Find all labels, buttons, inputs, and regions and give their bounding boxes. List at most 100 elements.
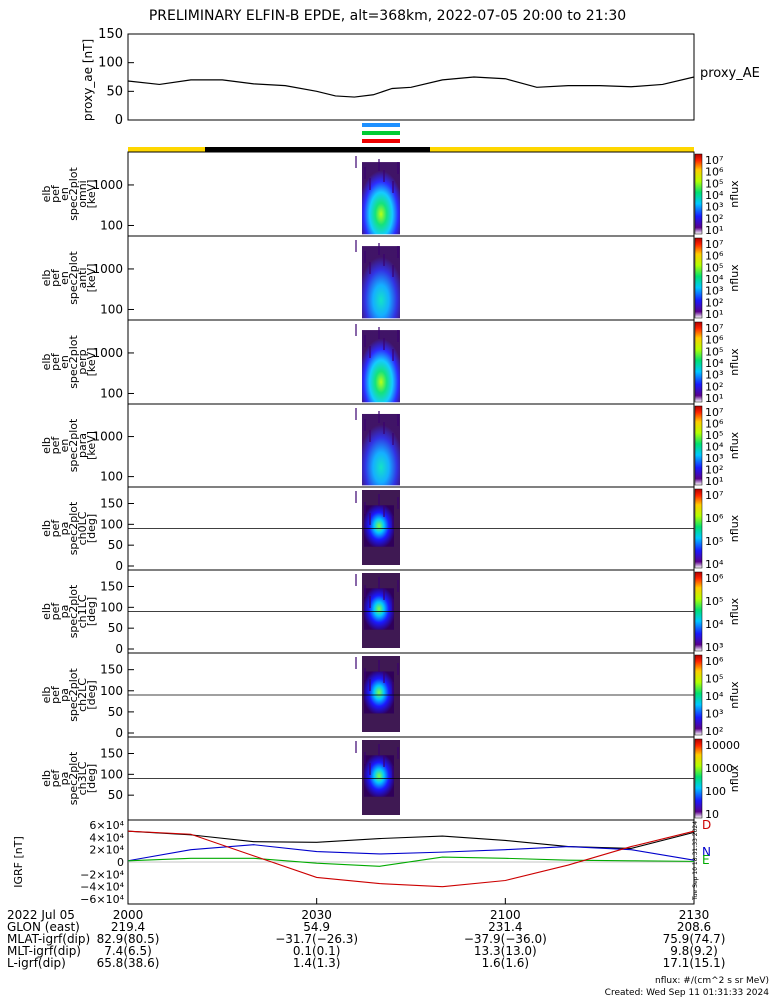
panel-ylabel-word: spec2plot [67, 167, 80, 221]
panel-ylabel-word: pef [49, 352, 62, 371]
ephem-value: 2130 [679, 908, 710, 922]
panel-ytick: 50 [108, 788, 123, 802]
plot-title: PRELIMINARY ELFIN-B EPDE, alt=368km, 202… [148, 8, 627, 24]
colorbar-label: nflux [728, 681, 741, 709]
colorbar-tick: 10¹ [705, 475, 723, 488]
igrf-ytick: 6×10⁴ [89, 819, 124, 832]
colorbar-tick: 10³ [705, 641, 723, 654]
proxy-ae-legend: proxy_AE [700, 66, 760, 81]
colorbar-tick: 10⁶ [705, 572, 724, 585]
panel-ylabel-word: perp [76, 349, 89, 374]
panel-ylabel-word: omni [76, 180, 89, 207]
bar-green [362, 131, 400, 135]
ephem-value: −31.7(−26.3) [275, 932, 358, 946]
panel-frame [127, 151, 695, 237]
igrf-ylabel: IGRF [nT] [12, 836, 25, 888]
panel-ylabel-word: pef [49, 519, 62, 538]
igrf-legend-item: N [702, 845, 711, 859]
panel-ylabel-word: en [58, 187, 71, 201]
spectrogram-blob [364, 671, 394, 714]
colorbar-label: nflux [728, 431, 741, 459]
igrf-series-red [127, 830, 695, 888]
ephem-value: 231.4 [488, 920, 522, 934]
panel-ytick: 150 [100, 497, 123, 511]
colorbar-tick: 10⁶ [705, 166, 724, 179]
side-stamp: Tue Sep 10 18:31:33 2024 [692, 821, 699, 901]
colorbar-tick: 10⁵ [705, 345, 723, 358]
colorbar-tick: 10⁵ [705, 177, 723, 190]
ephem-value: 2000 [113, 908, 144, 922]
panel-ylabel-word: pef [49, 685, 62, 704]
igrf-series-blue [127, 844, 695, 862]
igrf-ytick: −2×10⁴ [80, 868, 124, 881]
igrf-legend-item: E [702, 853, 710, 867]
colorbar-tick: 10⁶ [705, 512, 724, 525]
ephem-value: 82.9(80.5) [97, 932, 160, 946]
igrf-ytick: −6×10⁴ [80, 893, 124, 906]
colorbar-tick: 10⁴ [705, 189, 724, 202]
ephem-value: 9.8(9.2) [670, 944, 718, 958]
colorbar [694, 488, 703, 569]
colorbar [694, 654, 703, 736]
panel-ytick: 0 [115, 642, 123, 656]
footer-created: Created: Wed Sep 11 01:31:33 2024 [604, 988, 769, 998]
colorbar-tick: 10⁴ [705, 618, 724, 631]
colorbar-tick: 10⁴ [705, 558, 724, 571]
panel-ylabel-word: spec2plot [67, 251, 80, 305]
panel-ytick: 100 [100, 767, 123, 781]
colorbar-tick: 10² [705, 212, 723, 225]
panel-ylabel-word: pa [58, 605, 71, 619]
colorbar [694, 738, 703, 819]
ephem-value: 7.4(6.5) [104, 944, 152, 958]
colorbar-tick: 10¹ [705, 224, 723, 237]
colorbar-label: nflux [728, 597, 741, 625]
ephem-value: 65.8(38.6) [97, 956, 160, 970]
panel-ylabel-word: [keV] [85, 180, 98, 209]
panel-ytick: 0 [115, 559, 123, 573]
colorbar-tick: 10000 [705, 739, 740, 752]
colorbar-tick: 100 [705, 785, 726, 798]
spectrogram-blob [362, 246, 400, 319]
panel-ylabel-word: spec2plot [67, 335, 80, 389]
colorbar [694, 237, 703, 319]
colorbar-tick: 10² [705, 296, 723, 309]
panel-ytick: 50 [108, 538, 123, 552]
colorbar-label: nflux [728, 180, 741, 208]
panel-ylabel-word: ch1LC [76, 594, 89, 628]
panel-ylabel-word: spec2plot [67, 584, 80, 638]
panel-ytick: 150 [100, 747, 123, 761]
ephem-value: 208.6 [677, 920, 711, 934]
panel-ylabel-word: [deg] [85, 764, 98, 793]
panel-frame [127, 403, 695, 488]
igrf-ytick: −4×10⁴ [80, 881, 124, 894]
panel-ylabel-word: [deg] [85, 597, 98, 626]
panel-ytick: 100 [100, 600, 123, 614]
panel-ylabel-word: ch2LC [76, 678, 89, 712]
colorbar-tick: 10⁶ [705, 250, 724, 263]
panel-ylabel-word: ch0LC [76, 511, 89, 545]
colorbar-tick: 10⁶ [705, 418, 724, 431]
panel-ytick: 1000 [92, 430, 123, 444]
colorbar-tick: 10³ [705, 452, 723, 465]
panel-ylabel-word: pa [58, 688, 71, 702]
colorbar-label: nflux [728, 514, 741, 542]
ephem-value: 17.1(15.1) [663, 956, 726, 970]
panel-ytick: 100 [100, 386, 123, 400]
colorbar [694, 153, 703, 235]
colorbar-tick: 10¹ [705, 392, 723, 405]
ephem-value: 0.1(0.1) [293, 944, 341, 958]
proxy-ae-frame [127, 33, 695, 121]
colorbar-tick: 10² [705, 380, 723, 393]
panel-ytick: 100 [100, 218, 123, 232]
spectrogram-blob [364, 755, 394, 797]
ephem-row-label: MLAT-igrf(dip) [7, 932, 90, 946]
ephem-value: 54.9 [303, 920, 330, 934]
panel-ylabel-word: spec2plot [67, 751, 80, 805]
proxy-ae-ytick: 150 [98, 27, 123, 42]
colorbar-tick: 10⁶ [705, 655, 724, 668]
spectrogram-blob [364, 505, 394, 547]
panel-ytick: 50 [108, 705, 123, 719]
colorbar-tick: 10⁵ [705, 673, 723, 686]
panel-ylabel-word: [keV] [85, 431, 98, 460]
